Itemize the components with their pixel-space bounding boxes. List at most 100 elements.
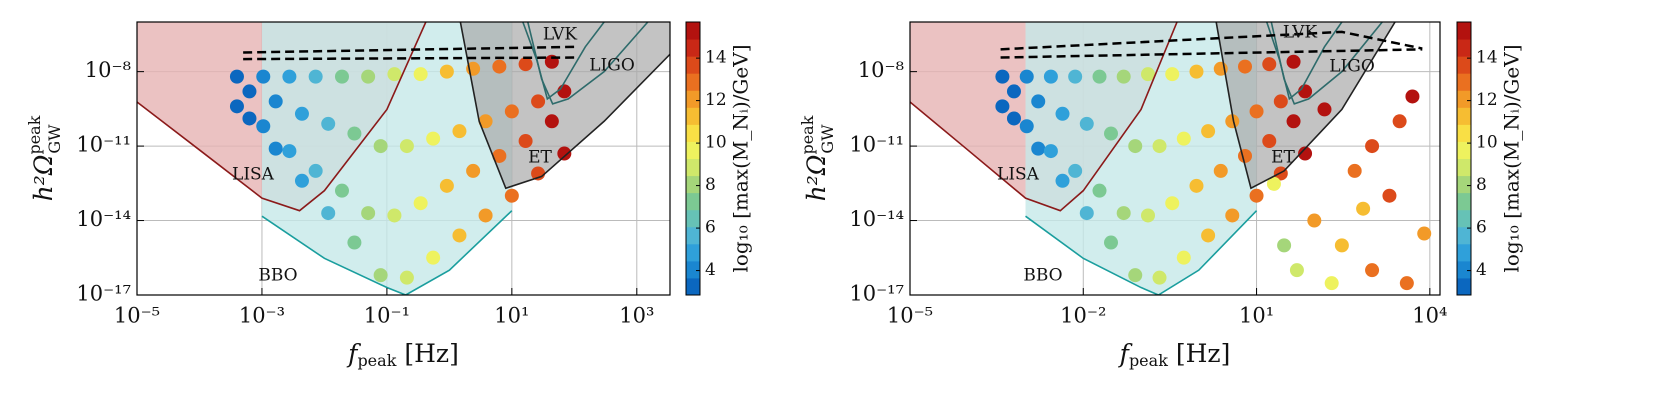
- curve-label: BBO: [258, 266, 297, 286]
- scatter-point: [1262, 134, 1277, 149]
- scatter-point: [557, 84, 572, 99]
- colorbar-band: [1457, 141, 1471, 159]
- x-tick-label: 10¹: [494, 304, 529, 328]
- scatter-point: [518, 57, 533, 72]
- region-fill: [460, 22, 670, 189]
- sensitivity-curve: [261, 210, 513, 295]
- x-axis-label: fpeak [Hz]: [346, 339, 459, 370]
- scatter-point: [1092, 69, 1107, 84]
- scatter-point: [1298, 146, 1313, 161]
- scatter-point: [439, 64, 454, 79]
- scatter-point: [334, 183, 349, 198]
- scatter-point: [1356, 201, 1371, 216]
- colorbar-band: [686, 158, 700, 177]
- colorbar-tick-label: 8: [1476, 175, 1487, 195]
- x-tick-label: 10⁻³: [239, 304, 285, 328]
- scatter-point: [242, 111, 257, 126]
- colorbar-band: [1457, 124, 1471, 142]
- scatter-point: [347, 126, 362, 141]
- scatter-point: [452, 228, 467, 243]
- colorbar-band: [1457, 73, 1471, 91]
- scatter-point: [282, 69, 297, 84]
- scatter-point: [1006, 84, 1021, 99]
- x-tick-label: 10⁻⁵: [887, 304, 933, 328]
- colorbar-frame: [685, 21, 701, 296]
- scatter-point: [1104, 235, 1119, 250]
- scatter-point: [1104, 126, 1119, 141]
- x-tick-label: 10⁻⁵: [114, 304, 160, 328]
- colorbar-tick-label: 4: [705, 260, 716, 280]
- sensitivity-curve: [1000, 30, 1423, 51]
- region-fill: [261, 22, 512, 295]
- x-tick-label: 10⁻¹: [364, 304, 410, 328]
- scatter-point: [1238, 59, 1253, 74]
- scatter-point: [294, 173, 309, 188]
- scatter-point: [1128, 268, 1143, 283]
- colorbar-band: [686, 124, 700, 142]
- curve-label: LISA: [997, 165, 1040, 185]
- x-tick-label: 10⁴: [1412, 304, 1447, 328]
- scatter-point: [1068, 69, 1083, 84]
- axes-frame: [136, 21, 671, 296]
- scatter-point: [995, 69, 1010, 84]
- scatter-point: [229, 69, 244, 84]
- scatter-point: [518, 134, 533, 149]
- axes-frame: [909, 21, 1441, 296]
- scatter-point: [308, 69, 323, 84]
- scatter-point: [1289, 263, 1304, 278]
- scatter-point: [1225, 114, 1240, 129]
- scatter-point: [1334, 238, 1349, 253]
- colorbar-tick-label: 10: [705, 133, 727, 153]
- scatter-point: [1031, 141, 1046, 156]
- colorbar-band: [686, 192, 700, 211]
- scatter-point: [1307, 213, 1322, 228]
- scatter-point: [426, 131, 441, 146]
- scatter-point: [373, 268, 388, 283]
- colorbar-band: [1457, 158, 1471, 177]
- scatter-point: [1277, 238, 1292, 253]
- scatter-point: [466, 163, 481, 178]
- x-tick-label: 10³: [619, 304, 654, 328]
- colorbar-tick-label: 6: [705, 218, 716, 238]
- sensitivity-curve: [1265, 22, 1343, 101]
- sensitivity-curve: [1215, 22, 1396, 190]
- y-label-base: h²Ω: [802, 155, 831, 202]
- scatter-point: [334, 69, 349, 84]
- scatter-point: [1043, 144, 1058, 159]
- scatter-point: [557, 146, 572, 161]
- x-tick-label: 10¹: [1239, 304, 1274, 328]
- scatter-point: [531, 94, 546, 109]
- x-label-sub: peak: [1129, 351, 1168, 370]
- scatter-point: [294, 106, 309, 121]
- scatter-point: [1165, 196, 1180, 211]
- scatter-point: [1092, 183, 1107, 198]
- curve-label: ET: [528, 148, 552, 168]
- colorbar-label: log₁₀ [max(M_Nᵢ)/GeV]: [1500, 44, 1524, 272]
- scatter-point: [1417, 226, 1432, 241]
- scatter-point: [1262, 57, 1277, 72]
- scatter-point: [478, 208, 493, 223]
- x-label-symbol: f: [346, 339, 361, 368]
- scatter-point: [1116, 206, 1131, 221]
- colorbar-band: [686, 107, 700, 125]
- scatter-point: [1165, 67, 1180, 82]
- scatter-point: [1055, 173, 1070, 188]
- y-tick-label: 10⁻⁸: [85, 58, 131, 82]
- sensitivity-curve: [137, 22, 427, 212]
- scatter-point: [1365, 139, 1380, 154]
- scatter-point: [1055, 106, 1070, 121]
- colorbar-tick-label: 14: [705, 48, 727, 68]
- scatter-point: [1201, 228, 1216, 243]
- scatter-point: [1079, 116, 1094, 131]
- scatter-point: [256, 119, 271, 134]
- scatter-point: [1392, 114, 1407, 129]
- scatter-point: [242, 84, 257, 99]
- plot-area: [137, 22, 670, 295]
- colorbar-band: [1457, 56, 1471, 74]
- scatter-point: [1176, 131, 1191, 146]
- scatter-point: [492, 148, 507, 163]
- colorbar-band: [1457, 22, 1471, 40]
- sensitivity-curve: [1000, 48, 1423, 59]
- scatter-point: [1298, 84, 1313, 99]
- scatter-point: [268, 141, 283, 156]
